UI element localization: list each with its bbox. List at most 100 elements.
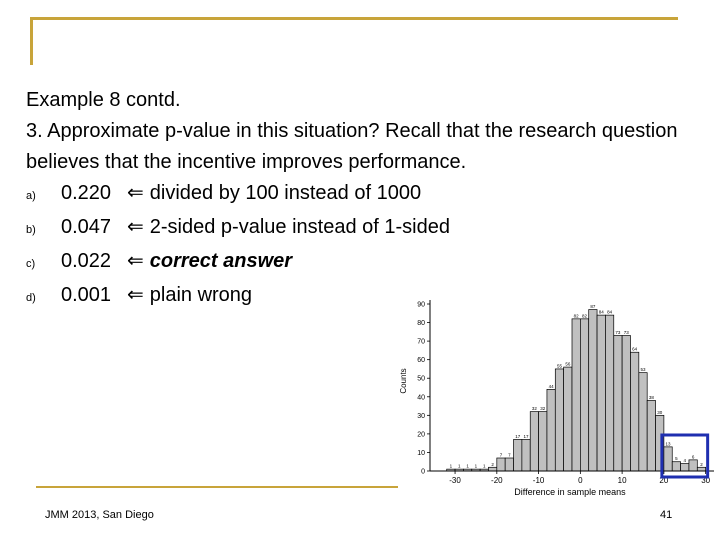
bar-value-label: 7 — [508, 453, 511, 458]
bar-value-label: 1 — [483, 464, 486, 469]
y-tick-label: 50 — [417, 376, 425, 383]
bar-value-label: 1 — [466, 464, 469, 469]
top-rule — [30, 17, 678, 20]
bar-value-label: 5 — [675, 456, 678, 461]
histogram-bar — [571, 318, 581, 472]
left-arrow-icon: ⇐ — [127, 182, 144, 204]
option-letter: b) — [26, 224, 36, 236]
histogram-bar — [513, 439, 523, 472]
y-tick-label: 70 — [417, 339, 425, 346]
y-tick-label: 90 — [417, 302, 425, 309]
option-note: divided by 100 instead of 1000 — [149, 182, 422, 204]
bar-value-label: 17 — [515, 434, 521, 439]
option-note: correct answer — [149, 250, 293, 272]
histogram-bar — [588, 309, 598, 472]
option-note: plain wrong — [149, 284, 253, 306]
bar-value-label: 82 — [574, 313, 580, 318]
highlight-box — [660, 433, 710, 479]
y-axis-label: Counts — [399, 368, 408, 393]
x-tick-label: 20 — [659, 476, 668, 485]
bar-value-label: 87 — [590, 304, 596, 309]
histogram-bar — [621, 335, 631, 472]
option-a: a) 0.220 ⇐ divided by 100 instead of 100… — [26, 178, 686, 212]
bar-value-label: 4 — [684, 458, 687, 463]
option-note: 2-sided p-value instead of 1-sided — [149, 216, 450, 238]
y-axis: 0 10 20 30 40 50 60 70 80 90 — [417, 300, 431, 476]
page-number: 41 — [660, 509, 673, 521]
x-axis: -30 -20 -10 0 10 20 30 — [430, 470, 714, 485]
x-tick-label: 0 — [578, 476, 583, 485]
option-value: 0.220 — [61, 182, 112, 204]
histogram-bar — [496, 457, 506, 472]
histogram-bar — [671, 461, 681, 472]
bar-value-label: 17 — [524, 434, 530, 439]
option-value: 0.001 — [61, 284, 112, 306]
bar-value-label: 73 — [624, 330, 630, 335]
bar-value-label: 38 — [649, 395, 655, 400]
x-tick-label: -30 — [449, 476, 461, 485]
y-tick-label: 30 — [417, 413, 425, 420]
histogram-bar — [663, 446, 673, 472]
bar-value-label: 1 — [458, 464, 461, 469]
histogram-bar — [580, 318, 590, 472]
bar-value-label: 13 — [666, 441, 672, 446]
histogram-bar — [529, 411, 539, 472]
bar-value-label: 1 — [450, 464, 453, 469]
option-letter: c) — [26, 258, 36, 270]
bar-value-label: 2 — [491, 462, 494, 467]
histogram-bar — [646, 400, 656, 472]
bar-value-label: 64 — [632, 347, 638, 352]
bar-value-label: 55 — [557, 363, 563, 368]
footer-event: JMM 2013, San Diego — [45, 509, 154, 521]
histogram-bar — [554, 368, 564, 472]
y-tick-label: 40 — [417, 394, 425, 401]
histogram-bar — [563, 366, 573, 472]
histogram-bar — [596, 314, 606, 472]
bar-value-label: 6 — [692, 454, 695, 459]
question-text: 3. Approximate p-value in this situation… — [26, 120, 678, 173]
bar-value-label: 82 — [582, 313, 588, 318]
y-tick-label: 10 — [417, 450, 425, 457]
option-d: d) 0.001 ⇐ plain wrong — [26, 280, 686, 314]
x-axis-label: Difference in sample means — [514, 487, 626, 497]
histogram-bars — [446, 309, 706, 472]
bar-value-label: 2 — [700, 462, 703, 467]
histogram-bar — [638, 372, 648, 472]
bar-value-label: 32 — [540, 406, 546, 411]
slide-title: Example 8 contd. — [26, 89, 181, 111]
option-value: 0.022 — [61, 250, 112, 272]
y-tick-label: 80 — [417, 320, 425, 327]
left-arrow-icon: ⇐ — [127, 250, 144, 272]
left-arrow-icon: ⇐ — [127, 284, 144, 306]
histogram-bar — [680, 463, 690, 472]
bottom-rule — [36, 486, 398, 488]
left-rule — [30, 17, 33, 65]
bar-value-label: 84 — [607, 310, 613, 315]
histogram-bar — [504, 457, 514, 472]
option-value: 0.047 — [61, 216, 112, 238]
histogram-bar — [488, 466, 498, 472]
option-letter: d) — [26, 292, 36, 304]
bar-value-label: 44 — [549, 384, 555, 389]
histogram-bar — [613, 335, 623, 472]
x-tick-label: -20 — [491, 476, 503, 485]
bar-value-label: 53 — [640, 367, 646, 372]
y-tick-label: 60 — [417, 357, 425, 364]
x-tick-label: -10 — [533, 476, 545, 485]
bar-value-label: 73 — [615, 330, 621, 335]
bar-value-label: 32 — [532, 406, 538, 411]
y-tick-label: 20 — [417, 431, 425, 438]
bar-value-label: 7 — [500, 453, 503, 458]
option-c: c) 0.022 ⇐ correct answer — [26, 246, 686, 280]
histogram-bar — [605, 314, 615, 472]
bar-value-label: 30 — [657, 410, 663, 415]
bar-value-label: 1 — [475, 464, 478, 469]
x-tick-label: 30 — [701, 476, 710, 485]
bar-value-label: 84 — [599, 310, 605, 315]
histogram-bar — [521, 439, 531, 472]
option-b: b) 0.047 ⇐ 2-sided p-value instead of 1-… — [26, 212, 686, 246]
option-letter: a) — [26, 190, 36, 202]
histogram-bar — [546, 389, 556, 472]
